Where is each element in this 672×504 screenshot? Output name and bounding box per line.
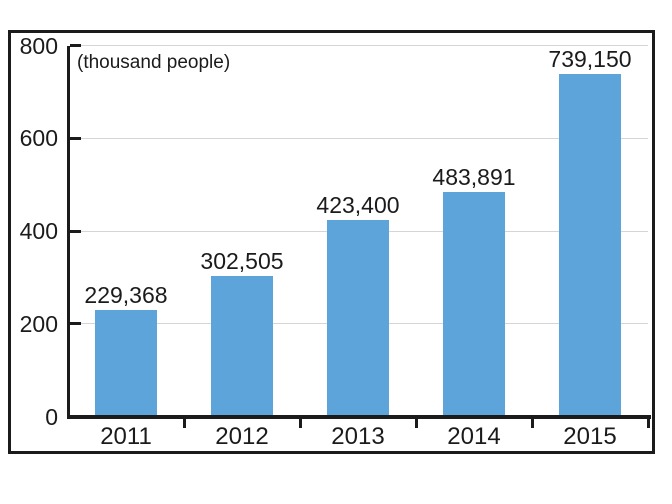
x-axis-tick — [530, 419, 534, 428]
y-gridline — [70, 45, 648, 46]
x-axis-tick — [414, 419, 418, 428]
x-axis-tick — [646, 419, 650, 428]
bar-2013 — [327, 220, 389, 417]
y-axis-tick-label: 0 — [45, 403, 58, 430]
bar-value-label: 739,150 — [548, 45, 632, 72]
y-axis-tick-label: 600 — [19, 125, 58, 152]
x-category-label: 2015 — [563, 423, 617, 450]
x-category-label: 2012 — [215, 423, 269, 450]
y-axis-tick — [70, 44, 81, 47]
bar-2014 — [443, 192, 505, 417]
x-category-label: 2011 — [100, 423, 152, 450]
x-axis-line — [67, 415, 651, 419]
y-axis-tick-label: 800 — [19, 32, 58, 59]
y-axis-tick — [70, 229, 81, 233]
y-gridline — [70, 137, 648, 139]
y-axis-tick-label: 400 — [19, 218, 58, 244]
y-axis-tick — [70, 322, 81, 326]
y-axis-line — [67, 45, 70, 419]
bar-value-label: 423,400 — [316, 192, 400, 219]
x-axis-tick — [182, 419, 186, 428]
y-axis-unit-label: (thousand people) — [77, 52, 231, 73]
bar-value-label: 483,891 — [432, 164, 516, 191]
x-category-label: 2014 — [447, 423, 501, 450]
bar-2015 — [559, 73, 621, 417]
y-axis-tick — [70, 136, 81, 140]
bar-2012 — [211, 276, 273, 417]
bar-value-label: 229,368 — [84, 282, 168, 309]
bar-value-label: 302,505 — [200, 248, 284, 275]
bar-2011 — [95, 310, 157, 417]
x-axis-tick — [298, 419, 302, 428]
chart-border-frame — [8, 30, 655, 454]
x-category-label: 2013 — [331, 423, 385, 450]
y-axis-tick-label: 200 — [19, 310, 58, 337]
